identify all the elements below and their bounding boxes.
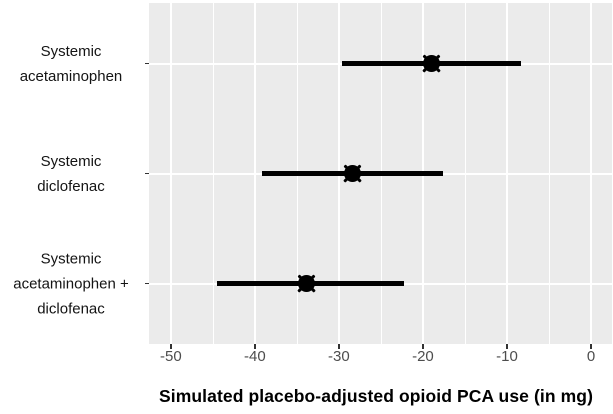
marker-dot	[343, 165, 361, 182]
x-tick-label: 0	[586, 348, 596, 365]
category-label-line: diclofenac	[37, 300, 105, 317]
category-label-systemic-diclofenac: Systemic diclofenac	[0, 149, 142, 199]
x-tick-label: -30	[328, 348, 350, 365]
category-label-line: acetaminophen +	[13, 275, 129, 292]
category-label-systemic-acetaminophen-diclofenac: Systemic acetaminophen + diclofenac	[0, 246, 142, 321]
y-axis-tick	[144, 62, 149, 65]
x-axis-tick	[506, 344, 508, 349]
marker-dot	[422, 55, 440, 72]
y-axis-tick	[144, 172, 149, 175]
x-axis-title: Simulated placebo-adjusted opioid PCA us…	[158, 386, 593, 406]
category-label-line: diclofenac	[37, 177, 105, 195]
category-label-line: acetaminophen	[19, 67, 123, 85]
x-axis-tick	[590, 344, 592, 349]
x-axis-tick	[170, 344, 172, 349]
x-tick-label: -40	[244, 348, 266, 365]
category-label-systemic-acetaminophen: Systemic acetaminophen	[0, 39, 142, 89]
x-axis-tick	[338, 344, 340, 349]
x-axis-tick	[254, 344, 256, 349]
category-label-line: Systemic	[40, 152, 102, 170]
x-tick-label: -20	[412, 348, 434, 365]
category-label-line: Systemic	[40, 250, 102, 267]
x-axis-tick	[422, 344, 424, 349]
y-axis-tick	[144, 282, 149, 285]
x-tick-label: -10	[496, 348, 518, 365]
x-tick-label: -50	[160, 348, 182, 365]
marker-dot	[297, 275, 315, 292]
category-label-line: Systemic	[40, 42, 102, 60]
